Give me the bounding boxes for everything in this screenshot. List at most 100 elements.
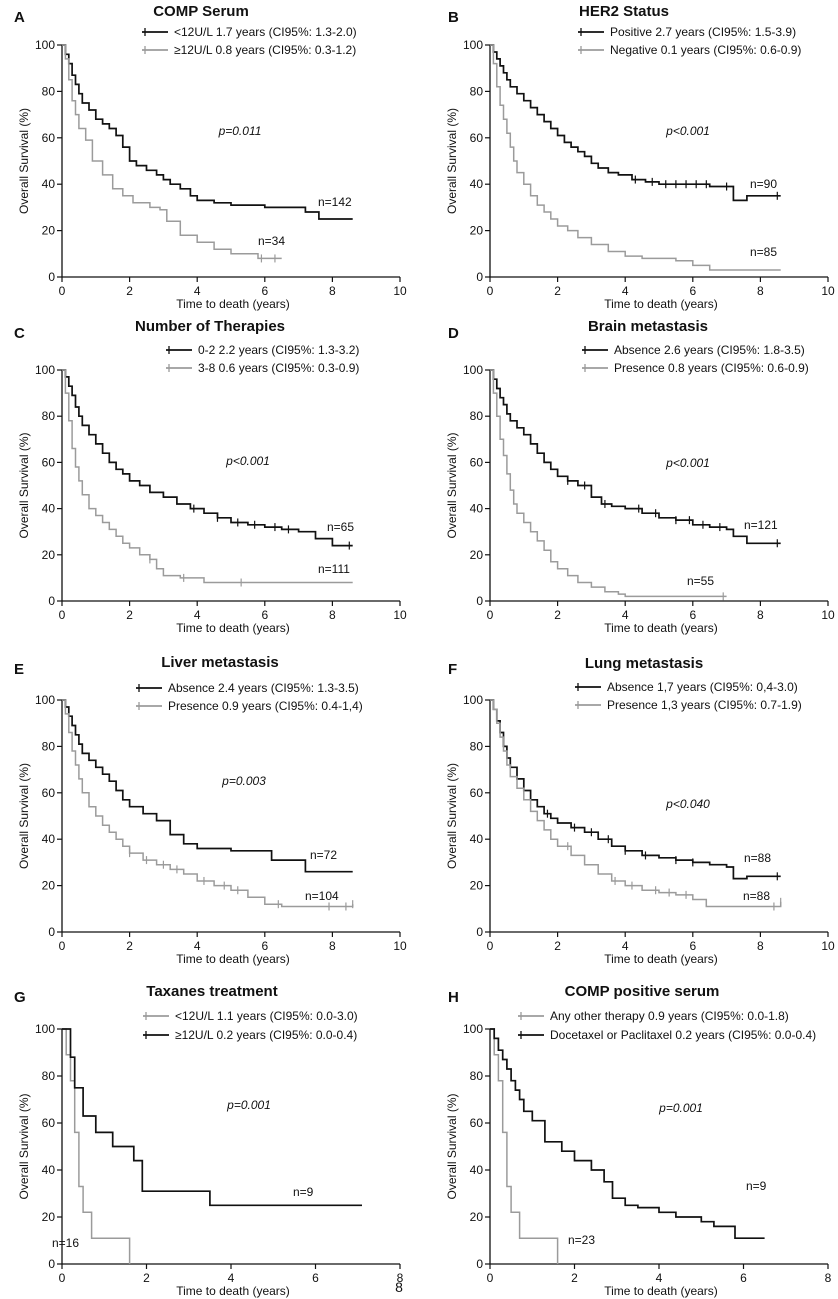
sample-size-label: n=88 (743, 889, 770, 903)
y-tick-label: 100 (463, 38, 483, 52)
y-tick-label: 60 (470, 455, 484, 469)
y-tick-label: 20 (42, 879, 56, 893)
panel-d: D Brain metastasis 0 20 40 60 80 100 0 2 4 6 8 10 Time… (445, 318, 835, 635)
y-tick-label: 0 (476, 594, 483, 608)
panel-c: C Number of Therapies 0 20 40 60 80 100 0 2 4 6 8 10 T… (14, 318, 407, 635)
x-axis-label: Time to death (years) (176, 621, 290, 635)
y-axis-label: Overall Survival (%) (17, 763, 31, 869)
x-tick-label: 8 (757, 939, 764, 953)
x-tick-label: 8 (397, 1271, 404, 1285)
y-axis-label: Overall Survival (%) (17, 1093, 31, 1199)
p-value: p<0.001 (665, 456, 710, 470)
x-tick-label: 2 (143, 1271, 150, 1285)
panel-letter: B (448, 9, 459, 26)
p-value: p=0.001 (226, 1098, 271, 1112)
panel-letter: H (448, 989, 459, 1006)
legend-entry: Absence 2.4 years (CI95%: 1.3-3.5) (168, 681, 359, 695)
survival-curve-black (62, 44, 353, 220)
y-tick-label: 60 (42, 1116, 56, 1130)
legend-entry: Absence 1,7 years (CI95%: 0,4-3.0) (607, 680, 798, 694)
y-tick-label: 20 (42, 1210, 56, 1224)
x-axis-label: Time to death (years) (176, 952, 290, 966)
x-axis-label: Time to death (years) (604, 621, 718, 635)
y-tick-label: 60 (470, 786, 484, 800)
x-tick-label: 10 (821, 939, 835, 953)
y-tick-label: 40 (42, 177, 56, 191)
chart-title: Lung metastasis (585, 655, 703, 672)
x-tick-label: 2 (571, 1271, 578, 1285)
panel-letter: C (14, 325, 25, 342)
x-tick-label: 4 (194, 939, 201, 953)
legend-entry: ≥12U/L 0.8 years (CI95%: 0.3-1.2) (174, 43, 356, 57)
x-tick-label: 6 (261, 608, 268, 622)
x-axis-label: Time to death (years) (604, 297, 718, 311)
x-tick-label: 8 (329, 608, 336, 622)
y-tick-label: 100 (35, 1022, 55, 1036)
x-tick-label: 6 (689, 608, 696, 622)
x-tick-label: 6 (740, 1271, 747, 1285)
y-axis-label: Overall Survival (%) (445, 432, 459, 538)
y-tick-label: 20 (470, 1210, 484, 1224)
survival-curve-gray (62, 699, 354, 908)
y-tick-label: 60 (470, 131, 484, 145)
y-tick-label: 40 (42, 502, 56, 516)
legend-entry: Presence 1,3 years (CI95%: 0.7-1.9) (607, 698, 802, 712)
x-tick-label: 6 (689, 284, 696, 298)
y-axis-label: Overall Survival (%) (17, 432, 31, 538)
x-tick-label: 6 (689, 939, 696, 953)
x-tick-label: 8 (329, 939, 336, 953)
y-tick-label: 40 (42, 1163, 56, 1177)
y-tick-label: 0 (48, 1257, 55, 1271)
chart-title: Liver metastasis (161, 654, 279, 671)
y-axis-label: Overall Survival (%) (445, 1093, 459, 1199)
y-tick-label: 0 (48, 270, 55, 284)
legend-entry: Presence 0.9 years (CI95%: 0.4-1,4) (168, 699, 363, 713)
x-tick-label: 4 (194, 608, 201, 622)
x-tick-label: 10 (393, 608, 407, 622)
sample-size-label: n=34 (258, 234, 285, 248)
legend-entry: Positive 2.7 years (CI95%: 1.5-3.9) (610, 25, 796, 39)
x-tick-label: 2 (126, 284, 133, 298)
panel-letter: A (14, 9, 25, 26)
sample-size-label: n=88 (744, 851, 771, 865)
survival-curve-gray (62, 44, 282, 260)
panel-b: B HER2 Status 0 20 40 60 80 100 0 2 4 6 8 10 Time to d… (445, 3, 835, 311)
y-tick-label: 0 (48, 925, 55, 939)
y-tick-label: 80 (470, 739, 484, 753)
y-tick-label: 60 (470, 1116, 484, 1130)
x-tick-label: 2 (554, 608, 561, 622)
y-axis-label: Overall Survival (%) (445, 763, 459, 869)
x-tick-label: 0 (59, 608, 66, 622)
y-tick-label: 80 (470, 409, 484, 423)
legend-entry: ≥12U/L 0.2 years (CI95%: 0.0-0.4) (175, 1028, 357, 1042)
x-tick-label: 0 (59, 284, 66, 298)
y-tick-label: 100 (35, 38, 55, 52)
y-tick-label: 0 (476, 1257, 483, 1271)
x-tick-label: 10 (393, 939, 407, 953)
survival-curve-black (490, 369, 781, 545)
y-tick-label: 60 (42, 455, 56, 469)
x-tick-label: 2 (554, 284, 561, 298)
x-tick-label: 6 (261, 284, 268, 298)
x-axis-label: Time to death (years) (176, 297, 290, 311)
panel-letter: G (14, 989, 26, 1006)
p-value: p<0.001 (225, 454, 270, 468)
chart-title: Number of Therapies (135, 318, 285, 335)
y-tick-label: 40 (470, 1163, 484, 1177)
sample-size-label: n=16 (52, 1236, 79, 1250)
survival-curve-black (490, 44, 781, 202)
x-tick-label: 2 (126, 608, 133, 622)
panel-h: H COMP positive serum 0 20 40 60 80 100 0 2 4 6 8 Tim… (445, 983, 832, 1298)
x-tick-label: 10 (821, 284, 835, 298)
chart-title: COMP positive serum (565, 983, 720, 1000)
survival-curve-black (62, 369, 353, 547)
x-tick-label: 6 (261, 939, 268, 953)
x-tick-label: 0 (59, 939, 66, 953)
y-tick-label: 100 (35, 363, 55, 377)
y-tick-label: 80 (42, 739, 56, 753)
p-value: p<0.001 (665, 124, 710, 138)
sample-size-label: n=90 (750, 177, 777, 191)
panel-letter: F (448, 661, 457, 678)
p-value: p<0.040 (665, 797, 710, 811)
survival-curve-gray (490, 1028, 559, 1264)
